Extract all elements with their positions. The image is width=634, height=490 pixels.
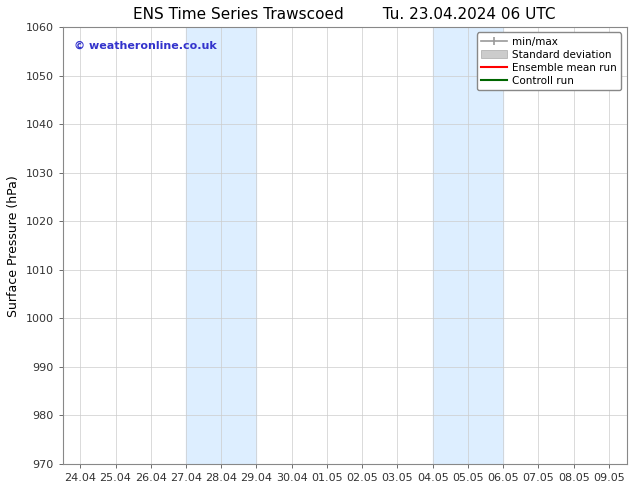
Text: © weatheronline.co.uk: © weatheronline.co.uk <box>74 40 217 50</box>
Bar <box>432 27 503 464</box>
Y-axis label: Surface Pressure (hPa): Surface Pressure (hPa) <box>7 175 20 317</box>
Legend: min/max, Standard deviation, Ensemble mean run, Controll run: min/max, Standard deviation, Ensemble me… <box>477 32 621 90</box>
Bar <box>186 27 257 464</box>
Title: ENS Time Series Trawscoed        Tu. 23.04.2024 06 UTC: ENS Time Series Trawscoed Tu. 23.04.2024… <box>133 7 556 22</box>
